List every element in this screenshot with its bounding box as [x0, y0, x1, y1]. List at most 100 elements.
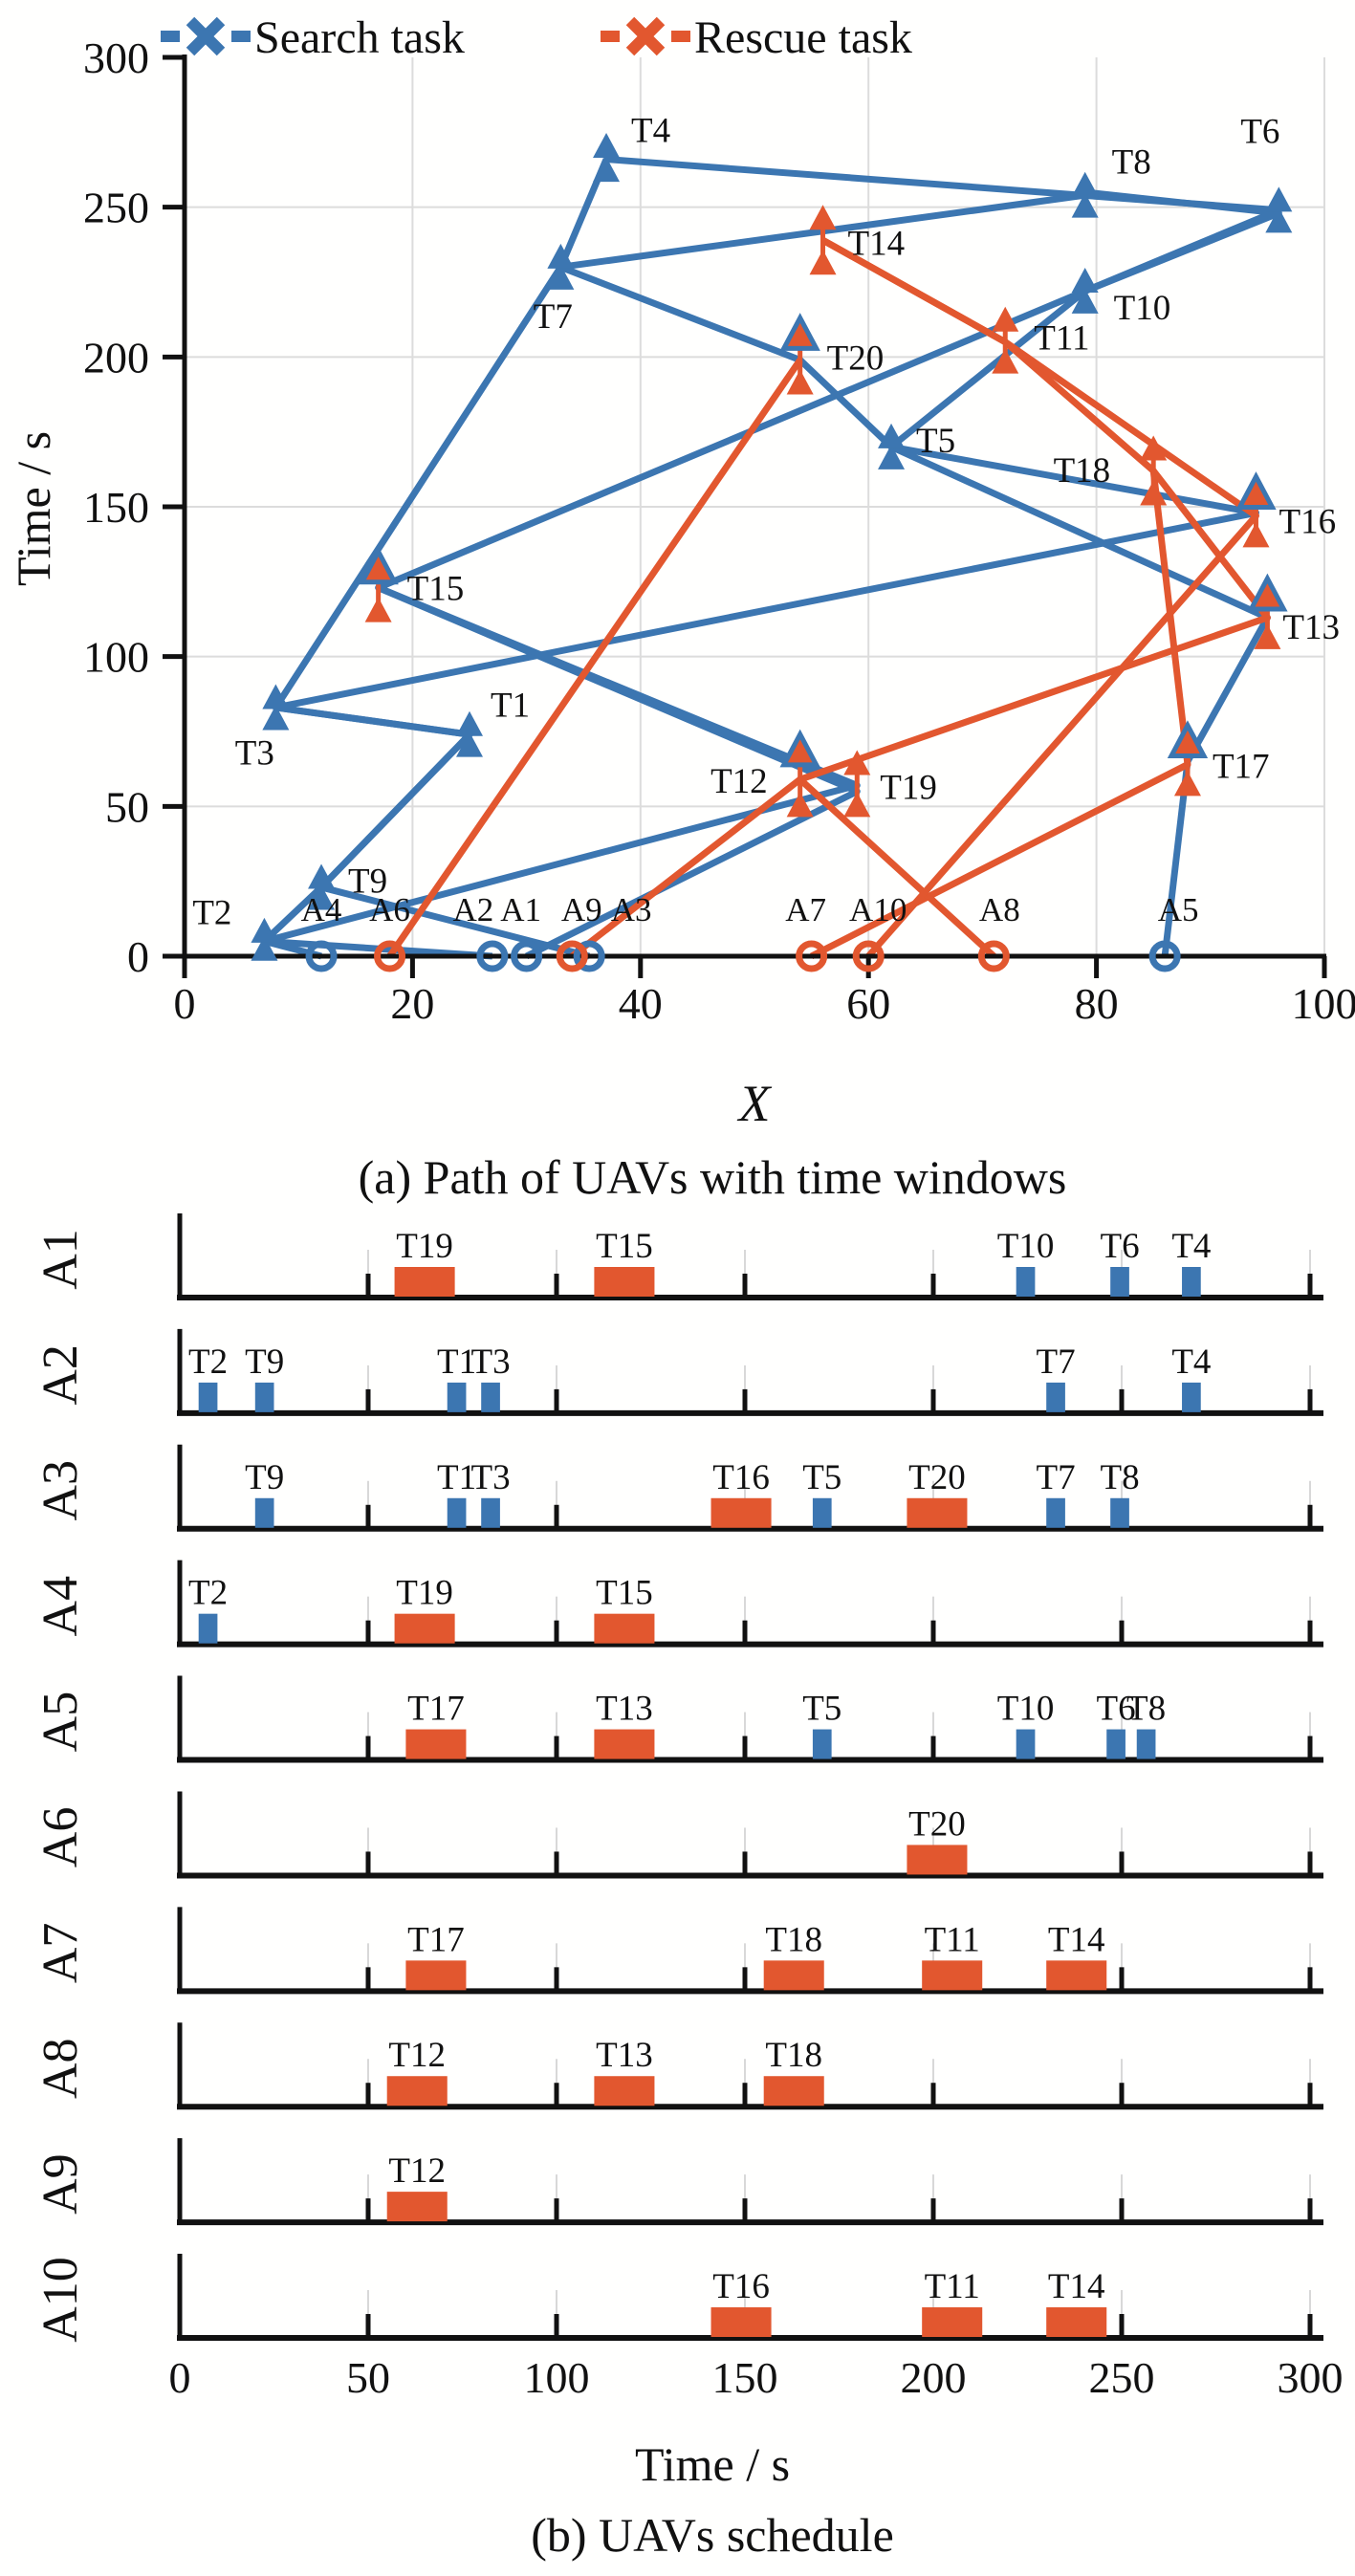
gantt-bar-label: T2 — [188, 1343, 228, 1382]
task-marker-outline — [779, 729, 820, 768]
gantt-row-A10: T16 T11 T14 A10 — [33, 2254, 1323, 2343]
task-marker — [1071, 192, 1099, 218]
chart-a-axes: 0 50 100 150 200 250 300 0 20 40 60 80 100 — [83, 33, 1355, 1028]
task-T4 — [593, 133, 621, 183]
task-T8 — [1071, 171, 1099, 218]
gantt-bar-label: T8 — [1126, 1690, 1166, 1729]
task-label-T12: T12 — [710, 762, 768, 801]
row-label-A10: A10 — [33, 2257, 88, 2343]
chart-b-x-tick-label: 0 — [169, 2353, 191, 2402]
gantt-bar-A1-T4 — [1182, 1267, 1201, 1297]
gantt-bar-label: T9 — [245, 1458, 284, 1497]
gantt-bar-label: T10 — [997, 1690, 1055, 1729]
agent-circle-A3 — [573, 940, 605, 972]
gantt-bar-label: T5 — [802, 1690, 841, 1729]
agent-label-A4: A4 — [301, 891, 342, 928]
task-label-T20: T20 — [827, 338, 885, 378]
chart-a-y-axis-label: Time / s — [7, 431, 60, 586]
gantt-bar-A7-T11 — [922, 1960, 983, 1991]
agent-circle-A9 — [556, 940, 588, 972]
task-marker — [251, 917, 278, 943]
task-marker — [262, 705, 290, 731]
gantt-bar-A10-T16 — [710, 2307, 772, 2338]
task-label-T16: T16 — [1279, 502, 1336, 541]
gantt-bar-label: T15 — [596, 1227, 653, 1266]
chart-b-x-tick-label: 300 — [1278, 2353, 1344, 2402]
gantt-row-A7: T17 T18 T11 T14 A7 — [33, 1907, 1323, 1995]
gantt-bar-A1-T10 — [1016, 1267, 1036, 1297]
task-marker — [1071, 171, 1099, 197]
gantt-bar-A1-T19 — [394, 1267, 455, 1297]
task-marker — [1254, 582, 1281, 608]
task-marker — [308, 863, 336, 889]
chart-a-grid — [185, 57, 1325, 956]
gantt-bar-label: T20 — [908, 1458, 966, 1497]
gantt-bar-label: T14 — [1048, 1920, 1105, 1959]
gantt-row-A1: T19 T15 T10 T6 T4 A1 — [33, 1213, 1323, 1300]
task-label-T13: T13 — [1282, 608, 1340, 647]
chart-b-x-tick-label: 250 — [1089, 2353, 1155, 2402]
row-label-A6: A6 — [33, 1807, 88, 1868]
task-T10 — [1071, 268, 1099, 314]
chart-a-x-axis-label: X — [737, 1075, 773, 1132]
gantt-bar-label: T9 — [245, 1343, 284, 1382]
task-marker — [809, 250, 837, 275]
task-label-T5: T5 — [916, 422, 955, 461]
agent-circle-A7 — [796, 940, 828, 972]
row-label-A7: A7 — [33, 1923, 88, 1984]
gantt-bar-label: T5 — [802, 1458, 841, 1497]
gantt-bar-label: T13 — [596, 2036, 653, 2075]
gantt-bar-label: T19 — [396, 1227, 453, 1266]
agent-label-A10: A10 — [849, 891, 907, 928]
task-marker — [593, 157, 621, 183]
y-tick-label: 300 — [83, 33, 149, 82]
uav-path-A8 — [797, 469, 1271, 959]
gantt-bar-A4-T19 — [394, 1613, 455, 1644]
task-marker — [364, 597, 392, 622]
legend-dash — [601, 31, 620, 42]
gantt-bar-A5-T13 — [594, 1729, 655, 1759]
chart-b-x-tick-label: 50 — [346, 2353, 390, 2402]
legend-label: Rescue task — [694, 12, 912, 63]
task-label-T10: T10 — [1114, 289, 1171, 328]
legend-label: Search task — [254, 12, 465, 63]
task-T5 — [878, 423, 906, 469]
task-marker-outline — [1235, 471, 1277, 510]
gantt-row-A6: T20 A6 — [33, 1791, 1323, 1879]
task-marker — [809, 205, 837, 230]
gantt-bar-label: T13 — [596, 1690, 653, 1729]
uav-path-A10 — [820, 237, 1259, 959]
gantt-bar-A3-T7 — [1046, 1497, 1065, 1528]
task-marker — [786, 321, 814, 347]
gantt-bar-A8-T18 — [763, 2076, 824, 2107]
y-tick-label: 150 — [83, 483, 149, 532]
legend-x-marker — [186, 16, 226, 56]
task-marker — [1140, 480, 1168, 506]
uav-path-A4 — [260, 584, 861, 960]
chart-b-x-axis-label: Time / s — [635, 2437, 790, 2491]
gantt-bar-label: T1 — [437, 1343, 476, 1382]
agent-label-A7: A7 — [785, 891, 826, 928]
gantt-bar-A3-T3 — [481, 1497, 500, 1528]
chart-a-uav-paths — [260, 156, 1282, 960]
task-T11 — [992, 306, 1019, 374]
task-marker — [593, 133, 621, 159]
task-label-T18: T18 — [1054, 451, 1111, 491]
agent-label-A8: A8 — [979, 891, 1020, 928]
task-marker — [308, 884, 336, 910]
gantt-bar-A3-T5 — [812, 1497, 832, 1528]
uav-path-A6 — [386, 358, 803, 958]
gantt-bar-A1-T15 — [594, 1267, 655, 1297]
y-tick-label: 50 — [105, 782, 149, 831]
gantt-bar-label: T11 — [925, 2267, 980, 2306]
chart-b-x-tick-label: 150 — [712, 2353, 778, 2402]
task-label-T17: T17 — [1213, 747, 1270, 786]
gantt-bar-A3-T20 — [907, 1497, 968, 1528]
task-label-T9: T9 — [348, 862, 387, 902]
